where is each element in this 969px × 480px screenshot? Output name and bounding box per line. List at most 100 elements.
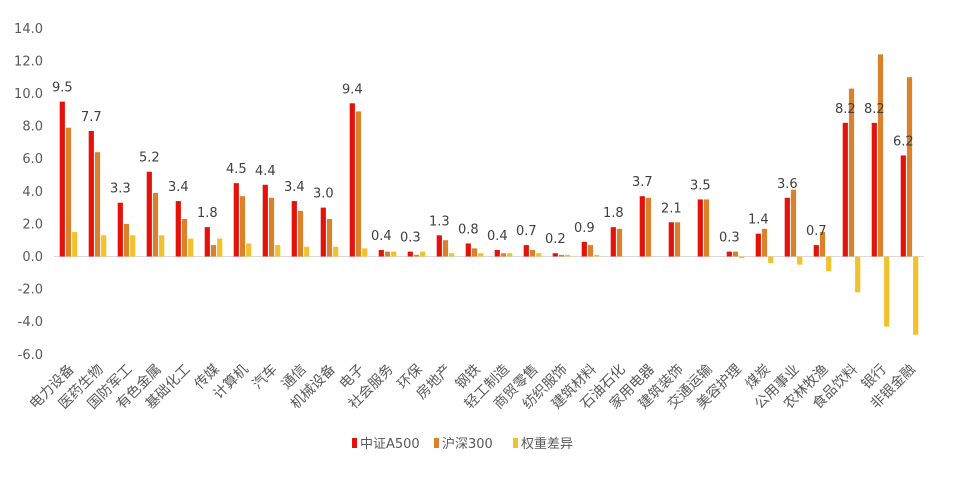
bar-weight-diff [275, 245, 281, 257]
data-label: 1.3 [429, 214, 450, 229]
bar-hs300 [355, 111, 362, 257]
data-label: 2.1 [661, 201, 682, 216]
data-label: 1.8 [603, 206, 624, 221]
bars [59, 54, 919, 335]
data-label: 8.2 [864, 102, 885, 117]
bar-a500 [291, 201, 297, 257]
data-label: 3.0 [313, 187, 334, 202]
y-tick-label: 4.0 [22, 185, 43, 200]
bar-weight-diff [536, 253, 542, 257]
y-tick-label: 2.0 [22, 217, 43, 232]
bar-a500 [465, 243, 471, 257]
bar-weight-diff [478, 253, 484, 257]
bar-hs300 [877, 54, 884, 257]
y-tick-label: 14.0 [14, 22, 43, 37]
data-label: 3.7 [632, 175, 653, 190]
bar-a500 [523, 245, 529, 257]
bar-hs300 [500, 253, 507, 257]
bar-hs300 [906, 77, 913, 257]
x-axis: 电力设备医药生物国防军工有色金属基础化工传媒计算机汽车通信机械设备电子社会服务环… [26, 361, 919, 413]
bar-weight-diff [449, 253, 455, 257]
bar-hs300 [384, 251, 391, 257]
bar-a500 [842, 122, 848, 257]
y-tick-label: -4.0 [18, 315, 43, 330]
bar-hs300 [181, 219, 188, 257]
data-label: 0.4 [371, 229, 392, 244]
data-label: 1.8 [197, 206, 218, 221]
bar-a500 [813, 245, 819, 257]
legend: 中证A500 沪深300 权重差异 [352, 436, 573, 452]
bar-hs300 [65, 127, 72, 257]
bar-hs300 [819, 232, 826, 257]
data-label: 8.2 [835, 102, 856, 117]
data-label: 3.6 [777, 177, 798, 192]
data-label: 0.7 [516, 224, 537, 239]
bar-weight-diff [159, 235, 165, 257]
y-tick-label: 0.0 [22, 250, 43, 265]
bar-weight-diff [333, 246, 339, 257]
bar-weight-diff [913, 256, 919, 335]
bar-hs300 [442, 240, 449, 257]
data-label: 0.7 [806, 224, 827, 239]
bar-a500 [900, 155, 906, 257]
data-label: 6.2 [893, 134, 914, 149]
legend-item-hs300: 沪深300 [434, 436, 493, 452]
y-tick-label: 12.0 [14, 54, 43, 69]
data-label: 4.4 [255, 164, 276, 179]
bar-weight-diff [507, 253, 513, 257]
bar-weight-diff [739, 256, 745, 259]
bar-a500 [407, 251, 413, 257]
data-label: 7.7 [81, 110, 102, 125]
data-label: 0.3 [719, 231, 740, 246]
bar-a500 [88, 130, 94, 257]
bar-a500 [697, 199, 703, 257]
bar-hs300 [152, 192, 159, 257]
bar-a500 [233, 183, 239, 257]
bar-a500 [552, 253, 558, 257]
bar-a500 [436, 235, 442, 257]
data-label: 0.4 [487, 229, 508, 244]
bar-weight-diff [565, 254, 571, 257]
y-tick-label: 10.0 [14, 87, 43, 102]
bar-weight-diff [884, 256, 890, 327]
bar-weight-diff [217, 238, 223, 257]
data-label: 0.3 [400, 231, 421, 246]
bar-weight-diff [797, 256, 803, 265]
bar-hs300 [210, 245, 217, 257]
bar-a500 [204, 227, 210, 257]
bar-weight-diff [304, 246, 310, 257]
bar-hs300 [674, 222, 681, 257]
data-labels: 9.5 7.7 3.3 5.2 3.4 1.8 4.5 4.4 3.4 3.0 9.4 0.4 0.3 1… [52, 81, 914, 248]
y-tick-label: -6.0 [18, 348, 43, 363]
bar-weight-diff [72, 232, 78, 257]
bar-a500 [581, 241, 587, 257]
bar-hs300 [297, 210, 304, 257]
legend-swatch [434, 438, 439, 448]
bar-weight-diff [362, 248, 368, 257]
data-label: 0.8 [458, 222, 479, 237]
bar-hs300 [790, 189, 797, 257]
data-label: 3.4 [168, 180, 189, 195]
bar-weight-diff [594, 254, 600, 257]
bar-hs300 [761, 228, 768, 257]
x-category-label: 汽车 [249, 361, 281, 393]
bar-a500 [117, 202, 123, 257]
bar-weight-diff [130, 235, 136, 257]
data-label: 3.4 [284, 180, 305, 195]
bar-hs300 [703, 199, 710, 257]
y-axis: 14.0 12.0 10.0 8.0 6.0 4.0 2.0 0.0 -2.0 -4.0 -6.0 [14, 22, 924, 363]
bar-a500 [755, 233, 761, 257]
bar-hs300 [268, 197, 275, 257]
bar-a500 [175, 201, 181, 257]
bar-weight-diff [768, 256, 774, 264]
data-label: 3.5 [690, 178, 711, 193]
bar-a500 [784, 197, 790, 257]
data-label: 5.2 [139, 151, 160, 166]
bar-hs300 [616, 228, 623, 257]
bar-a500 [610, 227, 616, 257]
bar-weight-diff [420, 251, 426, 257]
bar-a500 [378, 249, 384, 257]
data-label: 9.4 [342, 82, 363, 97]
y-tick-label: -2.0 [18, 283, 43, 298]
